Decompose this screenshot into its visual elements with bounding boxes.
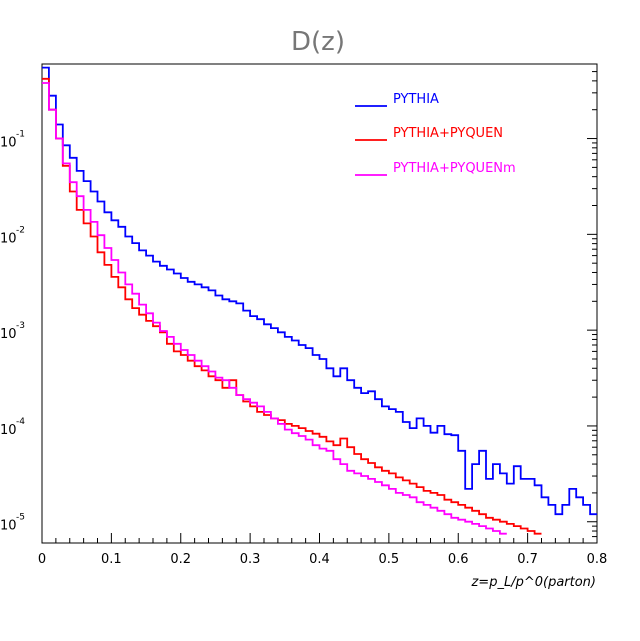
x-tick-label: 0.7 [517, 552, 538, 567]
x-tick-label: 0.8 [587, 552, 608, 567]
x-tick-label: 0.1 [101, 552, 122, 567]
x-tick-label: 0.5 [379, 552, 400, 567]
x-axis-label: z=p_L/p^0(parton) [470, 575, 596, 590]
y-tick-exponent: -1 [16, 130, 25, 140]
x-tick-label: 0.6 [448, 552, 469, 567]
series-line-1 [42, 66, 597, 516]
y-tick-label: 10 [0, 136, 17, 151]
y-tick-label: 10 [0, 231, 17, 246]
legend-label: PYTHIA [393, 92, 439, 107]
y-axis: 10-110-210-310-410-5 [0, 71, 597, 544]
y-tick-exponent: -2 [16, 225, 25, 235]
series-group [42, 66, 597, 535]
y-tick-label: 10 [0, 327, 17, 342]
legend-label: PYTHIA+PYQUENm [393, 161, 516, 176]
x-tick-label: 0.2 [170, 552, 191, 567]
x-tick-label: 0.4 [309, 552, 330, 567]
y-tick-label: 10 [0, 423, 17, 438]
series-line-2 [42, 77, 542, 535]
y-tick-exponent: -5 [16, 513, 25, 523]
series-line-3 [42, 82, 507, 535]
chart-title: D(z) [291, 27, 345, 57]
legend-label: PYTHIA+PYQUEN [393, 126, 503, 141]
x-tick-label: 0.3 [240, 552, 261, 567]
x-axis: 0 0.1 0.2 0.3 0.4 0.5 0.6 0.7 0.8 [38, 533, 607, 567]
y-tick-label: 10 [0, 519, 17, 534]
y-tick-exponent: -3 [16, 321, 25, 331]
y-tick-exponent: -4 [16, 417, 25, 427]
legend: PYTHIA PYTHIA+PYQUEN PYTHIA+PYQUENm [355, 92, 516, 176]
x-tick-label: 0 [38, 552, 46, 567]
